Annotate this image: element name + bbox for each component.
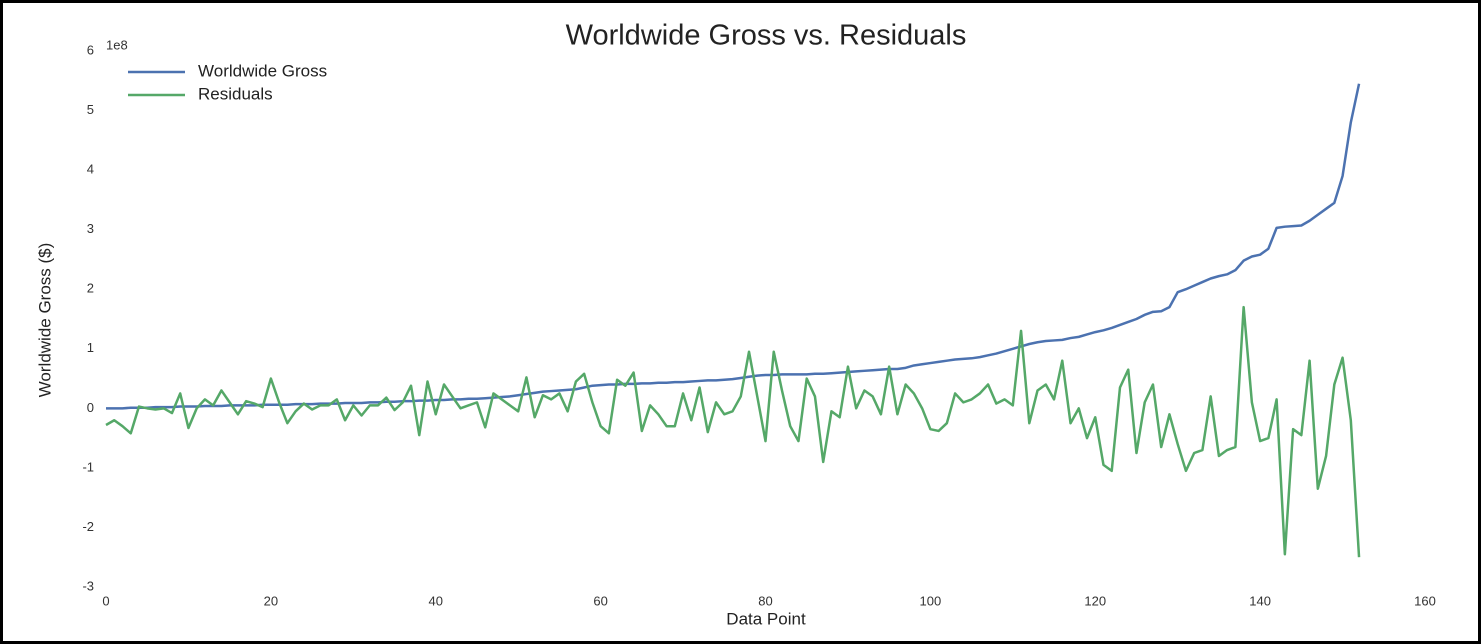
y-tick-label: 3 xyxy=(87,221,94,236)
x-axis-label: Data Point xyxy=(726,609,806,628)
y-tick-label: 6 xyxy=(87,42,94,57)
legend-label: Residuals xyxy=(198,84,273,103)
x-tick-label: 140 xyxy=(1249,593,1271,608)
y-tick-label: 2 xyxy=(87,281,94,296)
x-tick-label: 160 xyxy=(1414,593,1436,608)
y-axis-label: Worldwide Gross ($) xyxy=(35,243,54,398)
x-tick-label: 120 xyxy=(1084,593,1106,608)
legend-label: Worldwide Gross xyxy=(198,61,327,80)
x-tick-label: 20 xyxy=(264,593,278,608)
y-tick-label: -2 xyxy=(82,519,94,534)
y-offset-label: 1e8 xyxy=(106,37,128,52)
y-tick-label: 0 xyxy=(87,400,94,415)
y-tick-label: -1 xyxy=(82,459,94,474)
series-line xyxy=(106,83,1361,410)
x-tick-label: 40 xyxy=(429,593,443,608)
y-tick-label: -3 xyxy=(82,578,94,593)
series-line xyxy=(105,305,1361,558)
y-tick-label: 5 xyxy=(87,102,94,117)
x-tick-label: 80 xyxy=(758,593,772,608)
x-tick-label: 60 xyxy=(593,593,607,608)
y-tick-label: 1 xyxy=(87,340,94,355)
chart-title: Worldwide Gross vs. Residuals xyxy=(566,20,967,52)
x-tick-label: 0 xyxy=(102,593,109,608)
y-tick-label: 4 xyxy=(87,162,94,177)
x-tick-label: 100 xyxy=(920,593,942,608)
